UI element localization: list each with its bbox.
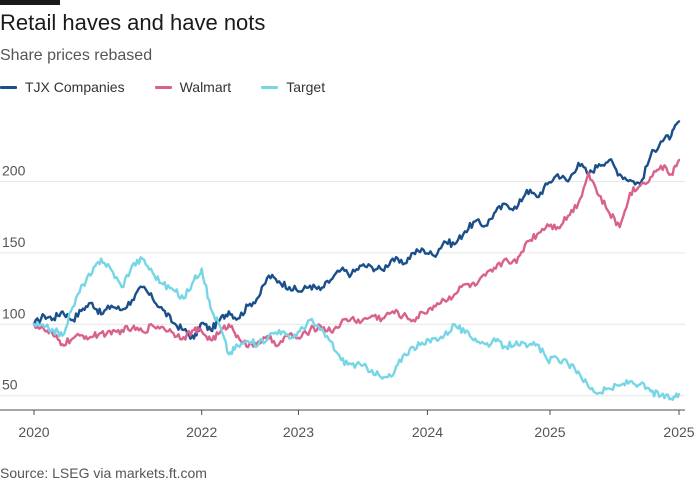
brand-bar [0, 0, 60, 5]
legend-label-tjx: TJX Companies [25, 79, 125, 95]
chart-subtitle: Share prices rebased [0, 47, 153, 64]
grid-layer [0, 180, 685, 397]
legend-swatch-tjx [0, 85, 17, 89]
legend-item-walmart: Walmart [154, 79, 232, 95]
y-tick-label-150: 150 [2, 234, 26, 250]
chart-title: Retail haves and have nots [0, 10, 266, 35]
series-line-tjx-companies [32, 120, 681, 340]
legend-swatch-target [261, 85, 279, 89]
x-tick-label-4: 2025 [534, 424, 565, 440]
y-tick-label-100: 100 [2, 305, 26, 321]
x-tick-label-0: 2020 [18, 424, 49, 440]
legend-label-walmart: Walmart [179, 79, 232, 95]
source-note: Source: LSEG via markets.ft.com [0, 465, 207, 481]
x-tick-label-5: 2025 [663, 424, 694, 440]
x-tick-label-3: 2024 [412, 424, 443, 440]
axis-layer: 50 100 150 200 2020 2022 2023 2024 2025 2025 [0, 162, 695, 440]
legend-swatch-walmart [154, 85, 172, 89]
legend-item-target: Target [261, 79, 325, 95]
series-line-target [32, 256, 681, 401]
x-tick-label-2: 2023 [283, 424, 314, 440]
series-layer [32, 120, 681, 401]
legend-item-tjx: TJX Companies [0, 79, 125, 95]
y-tick-label-200: 200 [2, 162, 26, 178]
legend-label-target: Target [286, 79, 326, 95]
y-tick-label-50: 50 [2, 377, 18, 393]
legend: TJX Companies Walmart Target [0, 79, 355, 95]
x-tick-label-1: 2022 [186, 424, 217, 440]
series-line-walmart [32, 158, 681, 349]
